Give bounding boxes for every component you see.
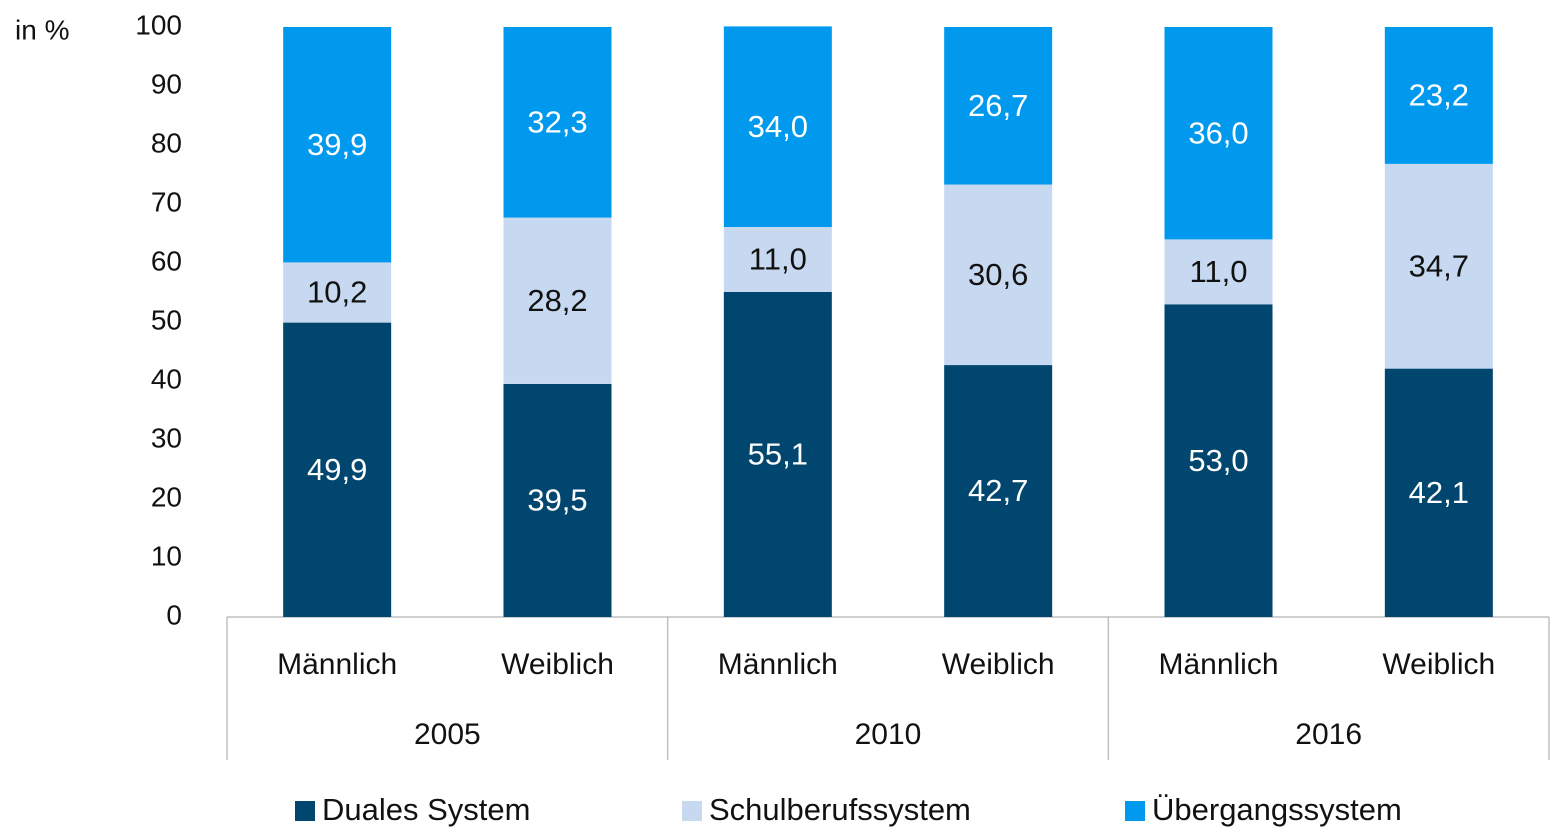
- bar-segment: [723, 227, 832, 292]
- bar-segment: [1384, 163, 1493, 369]
- group-label: 2005: [414, 718, 481, 751]
- data-label: 36,0: [1188, 115, 1248, 150]
- legend-label: Übergangssystem: [1152, 792, 1402, 827]
- bar-segment: [1164, 27, 1273, 240]
- y-tick-label: 10: [151, 540, 182, 571]
- x-tick-label: Männlich: [718, 648, 838, 681]
- data-label: 34,7: [1409, 248, 1469, 283]
- y-tick-label: 80: [151, 127, 182, 158]
- y-axis-label: in %: [15, 14, 69, 45]
- bar-segment: [503, 217, 612, 384]
- legend-label: Duales System: [322, 792, 530, 827]
- data-label: 49,9: [307, 452, 367, 487]
- legend-swatch: [1125, 801, 1145, 821]
- bar-segment: [1384, 27, 1493, 164]
- data-label: 39,9: [307, 127, 367, 162]
- y-tick-label: 90: [151, 68, 182, 99]
- group-label: 2016: [1295, 718, 1362, 751]
- data-label: 42,1: [1409, 475, 1469, 510]
- bar-segment: [503, 383, 612, 617]
- bar-segment: [723, 26, 832, 228]
- y-tick-label: 70: [151, 186, 182, 217]
- y-tick-label: 20: [151, 481, 182, 512]
- bar-segment: [1384, 368, 1493, 617]
- group-label: 2010: [855, 718, 922, 751]
- data-label: 55,1: [748, 437, 808, 472]
- y-tick-label: 60: [151, 245, 182, 276]
- legend-label: Schulberufssystem: [709, 792, 971, 827]
- x-tick-label: Männlich: [1158, 648, 1278, 681]
- data-label: 32,3: [527, 104, 587, 139]
- legend-swatch: [682, 801, 702, 821]
- legend-swatch: [295, 801, 315, 821]
- data-label: 34,0: [748, 109, 808, 144]
- data-label: 23,2: [1409, 78, 1469, 113]
- x-tick-label: Männlich: [277, 648, 397, 681]
- data-label: 11,0: [749, 242, 807, 277]
- x-tick-label: Weiblich: [501, 648, 614, 681]
- y-tick-label: 100: [135, 9, 182, 40]
- y-tick-label: 0: [166, 599, 182, 630]
- bar-segment: [944, 365, 1053, 617]
- y-tick-label: 30: [151, 422, 182, 453]
- x-tick-label: Weiblich: [942, 648, 1055, 681]
- bar-segment: [1164, 239, 1273, 305]
- bar-segment: [944, 27, 1053, 185]
- data-label: 30,6: [968, 257, 1028, 292]
- data-label: 10,2: [307, 275, 367, 310]
- data-label: 39,5: [527, 483, 587, 518]
- data-label: 53,0: [1188, 443, 1248, 478]
- x-tick-label: Weiblich: [1382, 648, 1495, 681]
- bar-segment: [283, 322, 392, 617]
- bar-segment: [283, 27, 392, 263]
- y-tick-label: 40: [151, 363, 182, 394]
- bar-segment: [503, 27, 612, 218]
- bar-segment: [723, 291, 832, 617]
- bar-segment: [944, 184, 1053, 366]
- data-label: 11,0: [1189, 254, 1247, 289]
- data-label: 28,2: [527, 283, 587, 318]
- data-label: 42,7: [968, 473, 1028, 508]
- y-tick-label: 50: [151, 304, 182, 335]
- bar-segment: [283, 262, 392, 323]
- bar-segment: [1164, 304, 1273, 617]
- data-label: 26,7: [968, 88, 1028, 123]
